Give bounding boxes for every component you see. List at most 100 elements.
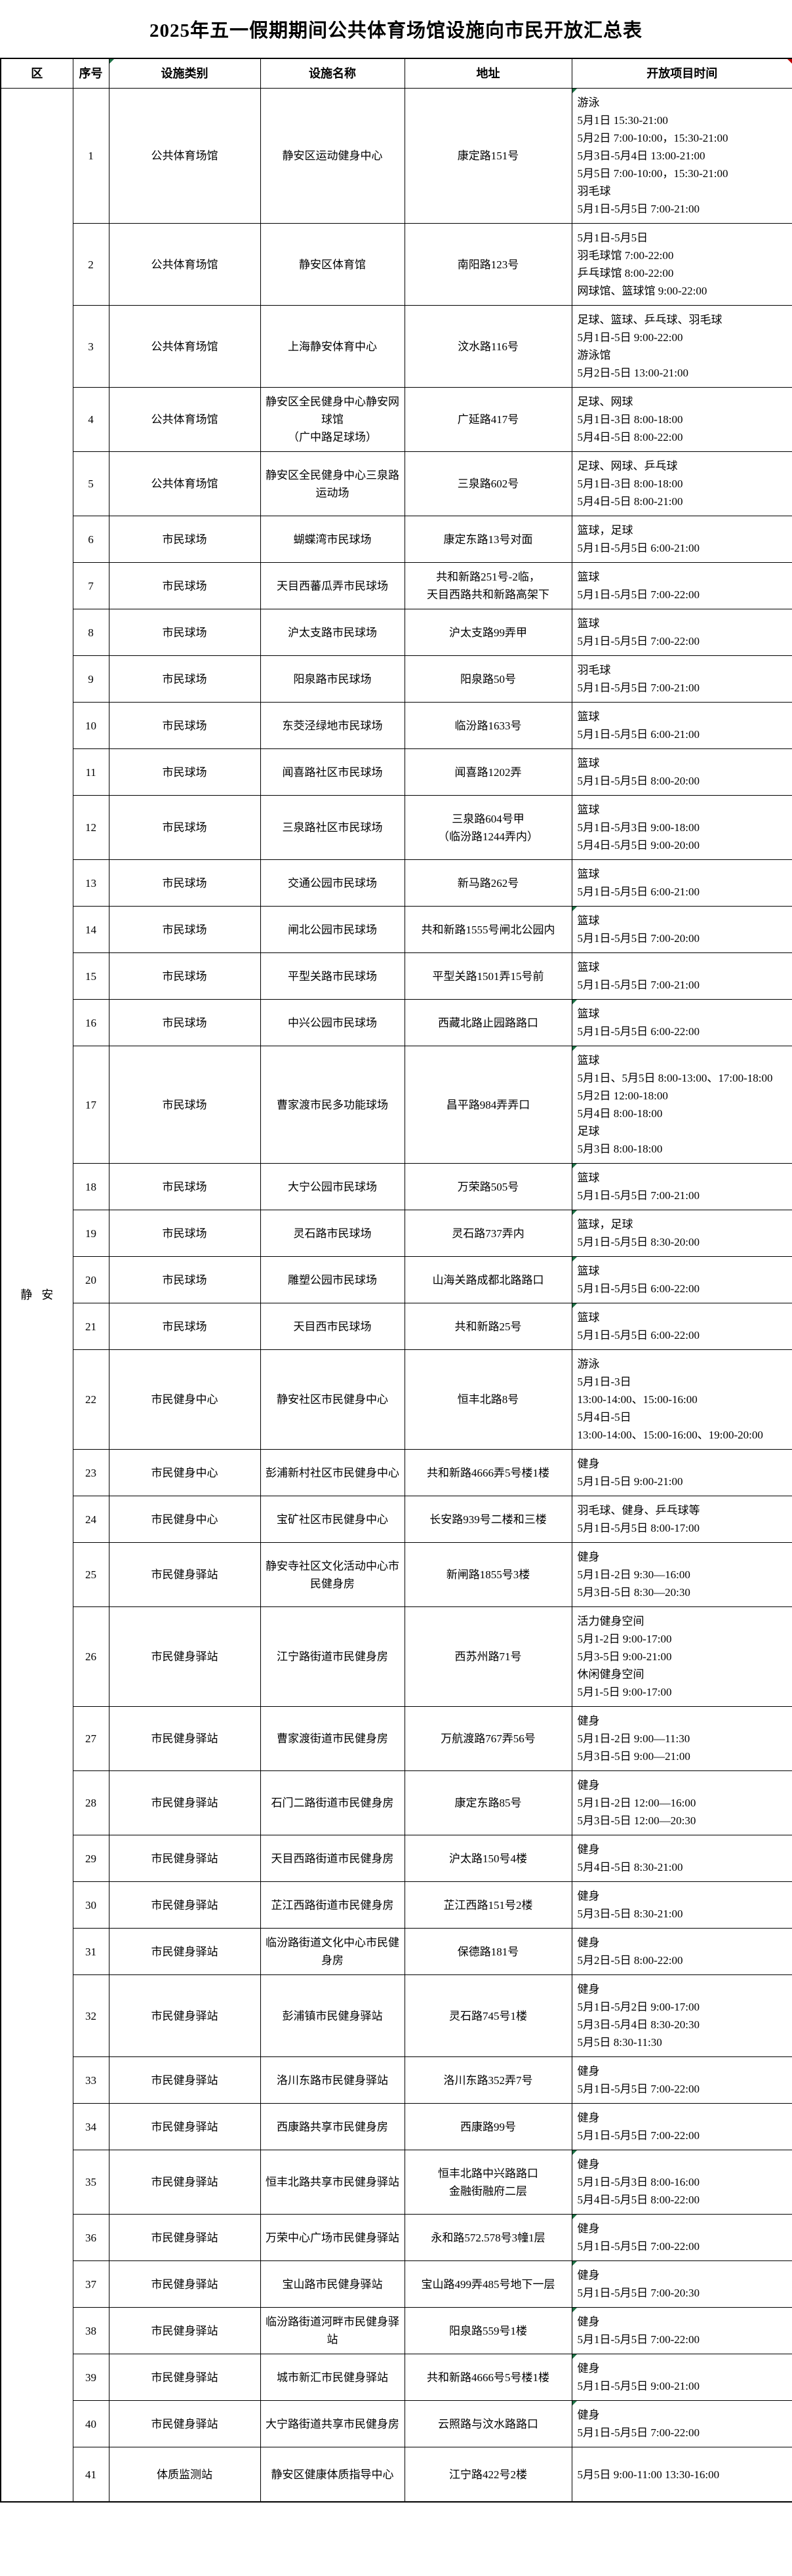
- address-cell: 阳泉路559号1楼: [404, 2307, 572, 2354]
- facility-name-cell: 宝矿社区市民健身中心: [260, 1496, 405, 1543]
- open-schedule-cell: 健身 5月1日-5日 9:00-21:00: [571, 1449, 792, 1496]
- table-row: 14 市民球场 闸北公园市民球场 共和新路1555号闸北公园内 篮球 5月1日-5月5日…: [1, 906, 792, 953]
- category-cell: 市民球场: [108, 1256, 261, 1303]
- row-number-cell: 5: [72, 451, 109, 516]
- facility-name-cell: 蝴蝶湾市民球场: [260, 516, 405, 563]
- category-cell: 市民球场: [108, 562, 261, 609]
- facility-name-cell: 宝山路市民健身驿站: [260, 2260, 405, 2308]
- address-cell: 西藏北路止园路路口: [404, 999, 572, 1046]
- facility-name-cell: 灵石路市民球场: [260, 1210, 405, 1257]
- excel-corner-marker-icon: [572, 2150, 577, 2155]
- col-header-time-label: 开放项目时间: [646, 66, 718, 80]
- row-number-cell: 7: [72, 562, 109, 609]
- facility-name-cell: 西康路共享市民健身房: [260, 2103, 405, 2150]
- facility-name-cell: 彭浦新村社区市民健身中心: [260, 1449, 405, 1496]
- category-cell: 公共体育场馆: [108, 451, 261, 516]
- category-cell: 市民健身驿站: [108, 1542, 261, 1607]
- open-schedule-cell: 足球、篮球、乒乓球、羽毛球 5月1日-5日 9:00-22:00 游泳馆 5月2…: [571, 305, 792, 388]
- table-row: 30 市民健身驿站 芷江西路街道市民健身房 芷江西路151号2楼 健身 5月3日-5日 …: [1, 1881, 792, 1929]
- excel-corner-marker-icon: [572, 1303, 577, 1308]
- address-cell: 沪太路150号4楼: [404, 1835, 572, 1882]
- table-row: 12 市民球场 三泉路社区市民球场 三泉路604号甲 （临汾路1244弄内） 篮球 5月…: [1, 795, 792, 860]
- address-cell: 长安路939号二楼和三楼: [404, 1496, 572, 1543]
- category-cell: 公共体育场馆: [108, 387, 261, 452]
- address-cell: 山海关路成都北路路口: [404, 1256, 572, 1303]
- category-cell: 市民球场: [108, 655, 261, 703]
- table-row: 28 市民健身驿站 石门二路街道市民健身房 康定东路85号 健身 5月1日-2日 12:…: [1, 1770, 792, 1835]
- table-row: 40 市民健身驿站 大宁路街道共享市民健身房 云照路与汶水路路口 健身 5月1日-5月5…: [1, 2400, 792, 2447]
- excel-corner-marker-icon: [572, 2401, 577, 2405]
- address-cell: 闻喜路1202弄: [404, 748, 572, 796]
- row-number-cell: 31: [72, 1928, 109, 1975]
- row-number-cell: 37: [72, 2260, 109, 2308]
- facility-name-cell: 静安社区市民健身中心: [260, 1349, 405, 1450]
- open-schedule-cell: 健身 5月1日-5月5日 7:00-22:00: [571, 2400, 792, 2447]
- open-schedule-cell: 篮球，足球 5月1日-5月5日 8:30-20:00: [571, 1210, 792, 1257]
- facility-name-cell: 中兴公园市民球场: [260, 999, 405, 1046]
- category-cell: 公共体育场馆: [108, 88, 261, 224]
- category-cell: 公共体育场馆: [108, 305, 261, 388]
- category-cell: 市民球场: [108, 795, 261, 860]
- facility-name-cell: 沪太支路市民球场: [260, 609, 405, 656]
- table-row: 25 市民健身驿站 静安寺社区文化活动中心市民健身房 新闸路1855号3楼 健身 5月1…: [1, 1542, 792, 1607]
- open-schedule-cell: 篮球 5月1日-5月3日 9:00-18:00 5月4日-5月5日 9:00-2…: [571, 795, 792, 860]
- row-number-cell: 4: [72, 387, 109, 452]
- row-number-cell: 16: [72, 999, 109, 1046]
- open-schedule-cell: 羽毛球 5月1日-5月5日 7:00-21:00: [571, 655, 792, 703]
- facility-name-cell: 三泉路社区市民球场: [260, 795, 405, 860]
- table-row: 38 市民健身驿站 临汾路街道河畔市民健身驿站 阳泉路559号1楼 健身 5月1日-5月…: [1, 2307, 792, 2354]
- open-schedule-cell: 健身 5月1日-5月5日 9:00-21:00: [571, 2354, 792, 2401]
- row-number-cell: 22: [72, 1349, 109, 1450]
- excel-corner-marker-icon: [572, 1046, 577, 1051]
- category-cell: 市民健身驿站: [108, 1606, 261, 1707]
- facility-name-cell: 城市新汇市民健身驿站: [260, 2354, 405, 2401]
- facility-name-cell: 江宁路街道市民健身房: [260, 1606, 405, 1707]
- open-schedule-cell: 游泳 5月1日 15:30-21:00 5月2日 7:00-10:00，15:3…: [571, 88, 792, 224]
- row-number-cell: 14: [72, 906, 109, 953]
- facility-name-cell: 石门二路街道市民健身房: [260, 1770, 405, 1835]
- excel-corner-marker-icon: [787, 59, 792, 64]
- address-cell: 宝山路499弄485号地下一层: [404, 2260, 572, 2308]
- open-schedule-cell: 篮球 5月1日-5月5日 7:00-22:00: [571, 562, 792, 609]
- address-cell: 阳泉路50号: [404, 655, 572, 703]
- open-schedule-cell: 健身 5月2日-5日 8:00-22:00: [571, 1928, 792, 1975]
- category-cell: 市民健身驿站: [108, 2260, 261, 2308]
- col-header-category-label: 设施类别: [161, 66, 208, 80]
- table-row: 2 公共体育场馆 静安区体育馆 南阳路123号 5月1日-5月5日 羽毛球馆 7:00-…: [1, 223, 792, 306]
- table-row: 7 市民球场 天目西蕃瓜弄市民球场 共和新路251号-2临， 天目西路共和新路高架下篮…: [1, 562, 792, 609]
- address-cell: 平型关路1501弄15号前: [404, 952, 572, 1000]
- table-row: 35 市民健身驿站 恒丰北路共享市民健身驿站 恒丰北路中兴路路口 金融街融府二层 健身 …: [1, 2150, 792, 2215]
- table-row: 5 公共体育场馆 静安区全民健身中心三泉路运动场 三泉路602号 足球、网球、乒乓球 5…: [1, 451, 792, 516]
- row-number-cell: 2: [72, 223, 109, 306]
- table-row: 13 市民球场 交通公园市民球场 新马路262号 篮球 5月1日-5月5日 6:00-2…: [1, 859, 792, 907]
- facility-name-cell: 闸北公园市民球场: [260, 906, 405, 953]
- row-number-cell: 8: [72, 609, 109, 656]
- address-cell: 三泉路602号: [404, 451, 572, 516]
- facility-name-cell: 阳泉路市民球场: [260, 655, 405, 703]
- row-number-cell: 40: [72, 2400, 109, 2447]
- open-schedule-cell: 游泳 5月1日-3日 13:00-14:00、15:00-16:00 5月4日-…: [571, 1349, 792, 1450]
- facility-name-cell: 天目西路街道市民健身房: [260, 1835, 405, 1882]
- table-row: 3 公共体育场馆 上海静安体育中心 汶水路116号 足球、篮球、乒乓球、羽毛球 5月1日…: [1, 305, 792, 388]
- open-schedule-cell: 篮球 5月1日-5月5日 8:00-20:00: [571, 748, 792, 796]
- address-cell: 新马路262号: [404, 859, 572, 907]
- header-row: 区 序号 设施类别 设施名称 地址 开放项目时间: [0, 58, 792, 89]
- page-title: 2025年五一假期期间公共体育场馆设施向市民开放汇总表: [149, 20, 643, 41]
- table-row: 静安 1 公共体育场馆 静安区运动健身中心 康定路151号 游泳 5月1日 15:30-2…: [0, 88, 792, 2503]
- excel-corner-marker-icon: [572, 2354, 577, 2359]
- facility-name-cell: 闻喜路社区市民球场: [260, 748, 405, 796]
- table-row: 23 市民健身中心 彭浦新村社区市民健身中心 共和新路4666弄5号楼1楼 健身 5月1…: [1, 1449, 792, 1496]
- facility-name-cell: 大宁公园市民球场: [260, 1163, 405, 1210]
- table-row: 21 市民球场 天目西市民球场 共和新路25号 篮球 5月1日-5月5日 6:00-22…: [1, 1303, 792, 1350]
- table-row: 17 市民球场 曹家渡市民多功能球场 昌平路984弄弄口 篮球 5月1日、5月5日 8:…: [1, 1046, 792, 1164]
- address-cell: 恒丰北路8号: [404, 1349, 572, 1450]
- category-cell: 市民球场: [108, 702, 261, 749]
- row-number-cell: 6: [72, 516, 109, 563]
- address-cell: 云照路与汶水路路口: [404, 2400, 572, 2447]
- facility-name-cell: 东茭泾绿地市民球场: [260, 702, 405, 749]
- open-schedule-cell: 足球、网球 5月1日-3日 8:00-18:00 5月4日-5日 8:00-22…: [571, 387, 792, 452]
- open-schedule-cell: 健身 5月1日-5月5日 7:00-20:30: [571, 2260, 792, 2308]
- table-row: 15 市民球场 平型关路市民球场 平型关路1501弄15号前 篮球 5月1日-5月5日 …: [1, 952, 792, 1000]
- category-cell: 市民球场: [108, 609, 261, 656]
- category-cell: 市民球场: [108, 952, 261, 1000]
